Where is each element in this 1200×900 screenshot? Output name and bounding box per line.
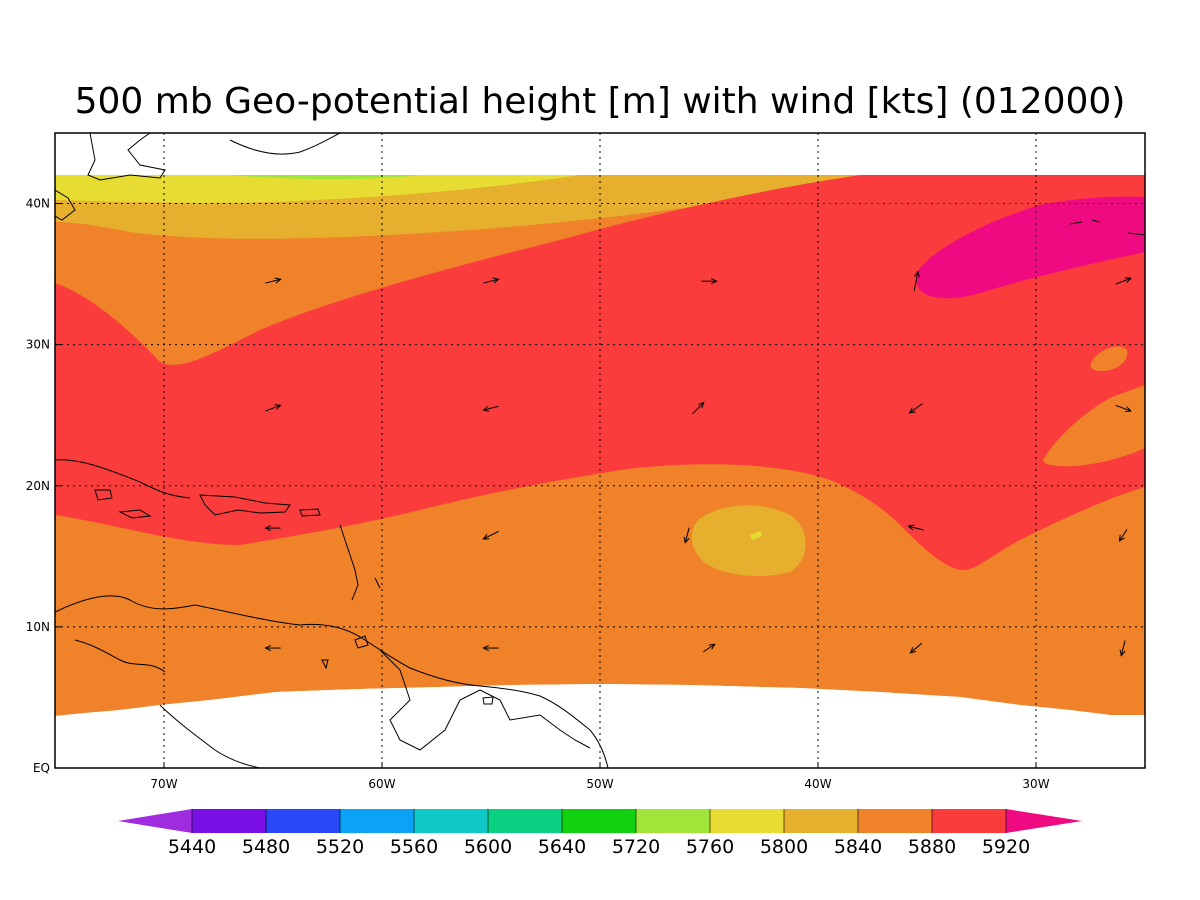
colorbar-segment-7 [710,809,784,833]
wind-vector-4 [1115,277,1132,285]
coast-hispaniola [118,494,291,519]
wind-vector-14 [1118,529,1128,542]
lat-tick-label-0: EQ [33,761,50,775]
colorbar-label-4: 5600 [464,836,512,858]
colorbar-segment-0 [192,809,266,833]
band-5960-high [916,196,1145,299]
lon-tick-label-4: 30W [1022,777,1049,791]
colorbar-label-9: 5840 [834,836,882,858]
wind-vector-0 [265,277,282,284]
band-5800-spot [750,531,762,540]
wind-vector-16 [482,644,499,652]
colorbar-label-1: 5480 [242,836,290,858]
coast-south-america [55,595,609,768]
wind-vector-17 [703,643,716,653]
colorbar-label-10: 5880 [908,836,956,858]
wind-vector-8 [908,403,924,414]
band-5920 [55,175,1145,571]
wind-vector-15 [264,644,281,652]
colorbar-segment-1 [266,809,340,833]
colorbar-label-7: 5760 [686,836,734,858]
colorbar-segment-10 [932,809,1006,833]
wind-vector-1 [483,277,500,284]
coast-nova-scotia [229,133,341,155]
colorbar-segment-4 [488,809,562,833]
colorbar-label-8: 5800 [760,836,808,858]
coast-trinidad [321,635,369,670]
lat-tick-label-3: 30N [26,338,50,352]
coast-antilles [339,524,381,601]
lon-tick-label-3: 40W [804,777,831,791]
axis-ticks: 70W 60W 50W 40W 30W EQ 10N 20N 30N 40N [26,197,1050,791]
colorbar-label-5: 5640 [538,836,586,858]
wind-vector-2 [701,278,718,285]
colorbar: 5440 5480 5520 5560 5600 5640 5720 5760 5800 5840… [118,809,1082,858]
coast-puerto-rico [299,508,321,517]
wind-vector-10 [264,525,281,532]
lon-tick-label-2: 50W [586,777,613,791]
coast-azores [1069,219,1145,236]
map-plot-area [55,133,1145,768]
wind-vector-3 [913,270,920,291]
lat-tick-label-4: 40N [26,197,50,211]
coast-island-west [482,696,494,705]
colorbar-segment-3 [414,809,488,833]
band-5880-east-blob [1043,385,1145,467]
colorbar-label-11: 5920 [982,836,1030,858]
colorbar-segment-6 [636,809,710,833]
colorbar-label-2: 5520 [316,836,364,858]
missing-data-bottom [55,684,1145,768]
band-5800-north [55,175,580,203]
colorbar-label-0: 5440 [168,836,216,858]
colorbar-segment-9 [858,809,932,833]
band-5880-east-small [1090,346,1128,372]
lon-tick-label-1: 60W [368,777,395,791]
wind-vector-9 [1115,404,1132,413]
wind-vector-13 [907,524,924,531]
wind-vector-12 [683,527,690,544]
colorbar-max-triangle [1006,809,1082,833]
map-gridlines [55,133,1145,768]
lon-tick-label-0: 70W [150,777,177,791]
coast-cuba [55,459,191,501]
colorbar-segment-8 [784,809,858,833]
lat-tick-label-1: 10N [26,620,50,634]
wind-vector-7 [692,401,705,415]
colorbar-label-3: 5560 [390,836,438,858]
wind-vector-6 [482,405,499,412]
coast-northeast-us [55,133,166,221]
lat-tick-label-2: 20N [26,479,50,493]
wind-vector-11 [482,530,499,540]
wind-vectors [264,270,1132,657]
band-5840-blob [691,505,806,577]
figure-title: 500 mb Geo-potential height [m] with win… [75,81,1126,122]
colorbar-segment-2 [340,809,414,833]
coast-guiana [379,649,591,751]
wind-vector-18 [909,642,923,654]
colorbar-label-6: 5720 [612,836,660,858]
colorbar-min-triangle [118,809,192,833]
wind-vector-19 [1119,640,1126,657]
coastlines [55,133,1145,768]
wind-vector-5 [265,404,282,412]
band-5760-north [230,175,420,180]
colorbar-segment-5 [562,809,636,833]
